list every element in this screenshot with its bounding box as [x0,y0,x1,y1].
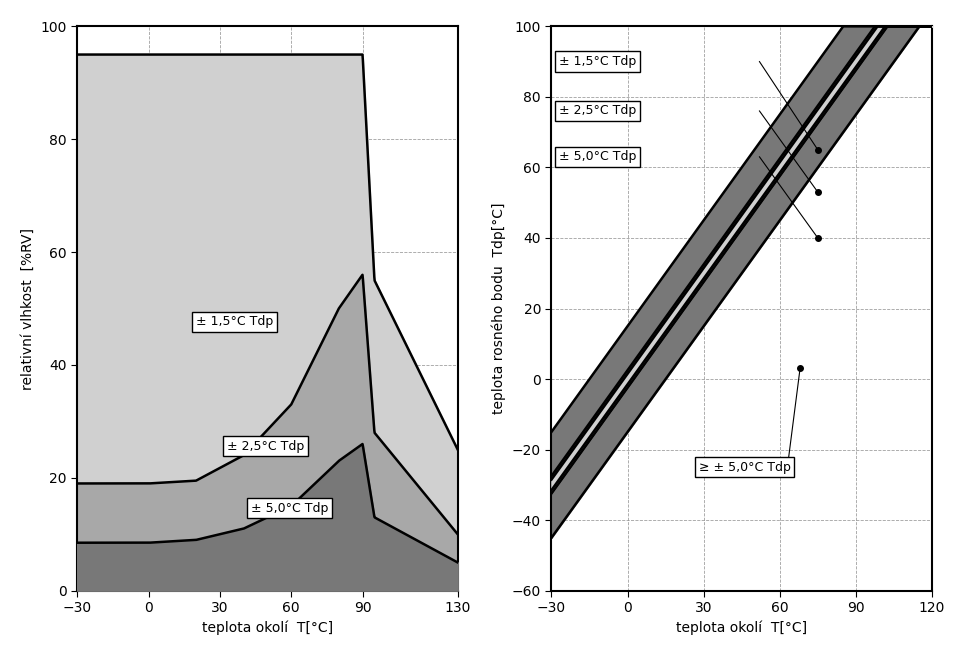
Text: ± 5,0°C Tdp: ± 5,0°C Tdp [559,150,637,163]
Y-axis label: relativní vlhkost  [%RV]: relativní vlhkost [%RV] [21,228,35,390]
X-axis label: teplota okolí  T[°C]: teplota okolí T[°C] [676,621,808,635]
Text: ± 1,5°C Tdp: ± 1,5°C Tdp [559,55,637,68]
Text: ± 5,0°C Tdp: ± 5,0°C Tdp [251,502,328,515]
Text: ± 1,5°C Tdp: ± 1,5°C Tdp [196,316,273,329]
Text: ≥ ± 5,0°C Tdp: ≥ ± 5,0°C Tdp [698,461,790,474]
X-axis label: teplota okolí  T[°C]: teplota okolí T[°C] [202,621,333,635]
Y-axis label: teplota rosného bodu  Tdp[°C]: teplota rosného bodu Tdp[°C] [492,203,506,414]
Text: ± 2,5°C Tdp: ± 2,5°C Tdp [559,104,637,117]
Text: ± 2,5°C Tdp: ± 2,5°C Tdp [227,440,304,453]
